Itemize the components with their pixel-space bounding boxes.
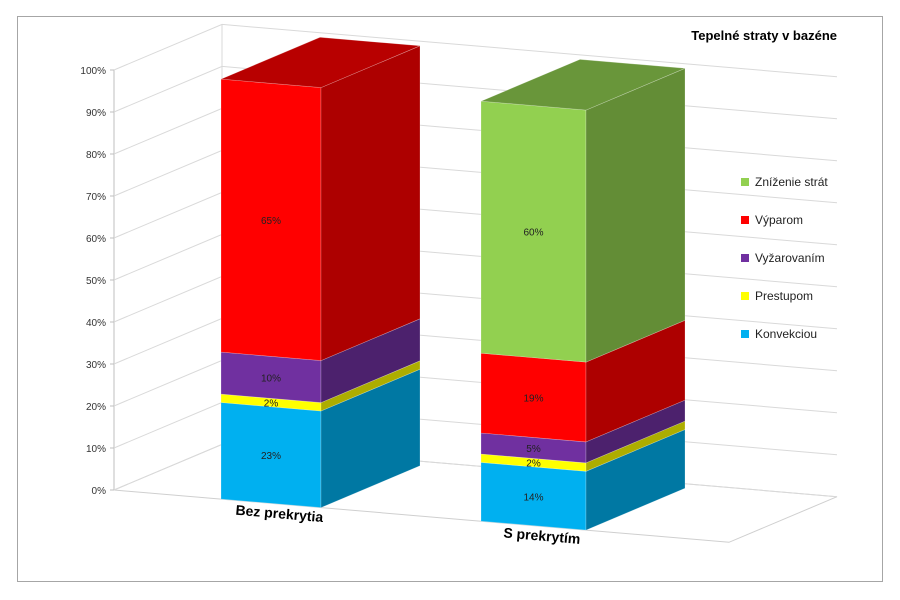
y-tick-label: 30% [86, 360, 106, 371]
y-tick-label: 80% [86, 150, 106, 161]
data-label: 65% [261, 216, 281, 227]
y-tick-label: 100% [80, 66, 106, 77]
legend-swatch [741, 330, 749, 338]
legend-swatch [741, 216, 749, 224]
legend-label: Vyžarovaním [755, 251, 825, 265]
data-label: 5% [526, 444, 541, 455]
y-tick-label: 70% [86, 192, 106, 203]
data-label: 23% [261, 451, 281, 462]
gridline [113, 23, 838, 78]
legend-label: Výparom [755, 213, 803, 227]
legend-item: Vyžarovaním [741, 251, 825, 265]
y-tick-label: 10% [86, 444, 106, 455]
legend-swatch [741, 178, 749, 186]
bar-segment: 65% [220, 36, 421, 362]
data-label: 2% [264, 399, 279, 410]
data-label: 14% [523, 492, 543, 503]
y-tick-label: 60% [86, 234, 106, 245]
y-tick-label: 20% [86, 402, 106, 413]
bar-side [585, 67, 686, 363]
data-label: 19% [523, 394, 543, 405]
bar-top [220, 36, 421, 88]
legend-item: Zníženie strát [741, 175, 828, 189]
y-tick-label: 50% [86, 276, 106, 287]
y-tick-label: 0% [92, 486, 107, 497]
data-label: 2% [526, 459, 541, 470]
bars: 23% 2% 10% 65% 14% 2% 5% 19% 60% [220, 36, 686, 531]
data-label: 60% [523, 228, 543, 239]
bar-segment: 10% [220, 318, 421, 404]
y-axis-ticks: 0% 10% 20% 30% 40% 50% 60% 70% 80% 90% 100% [80, 66, 114, 497]
legend: Zníženie strát Výparom Vyžarovaním Prestupo… [741, 175, 828, 341]
legend-swatch [741, 292, 749, 300]
legend-swatch [741, 254, 749, 262]
category-label: S prekrytím [503, 524, 581, 547]
bar-segment: 14% [480, 429, 686, 531]
bar-segment: 60% [480, 59, 686, 363]
chart-title: Tepelné straty v bazéne [691, 28, 837, 43]
y-tick-label: 40% [86, 318, 106, 329]
data-label: 10% [261, 373, 281, 384]
bar-stack: 14% 2% 5% 19% 60% [480, 59, 686, 531]
legend-label: Konvekciou [755, 327, 817, 341]
legend-label: Prestupom [755, 289, 813, 303]
legend-item: Prestupom [741, 289, 813, 303]
bar-segment: 5% [480, 399, 686, 464]
legend-item: Výparom [741, 213, 803, 227]
category-label: Bez prekrytia [235, 502, 324, 525]
legend-label: Zníženie strát [755, 175, 828, 189]
y-tick-label: 90% [86, 108, 106, 119]
bar-side [320, 45, 421, 362]
bar-segment: 23% [220, 368, 421, 509]
category-labels: Bez prekrytia S prekrytím [235, 502, 581, 547]
bar-stack: 23% 2% 10% 65% [220, 36, 421, 509]
bar-segment: 19% [480, 319, 686, 443]
legend-item: Konvekciou [741, 327, 817, 341]
bar-top [480, 59, 686, 111]
